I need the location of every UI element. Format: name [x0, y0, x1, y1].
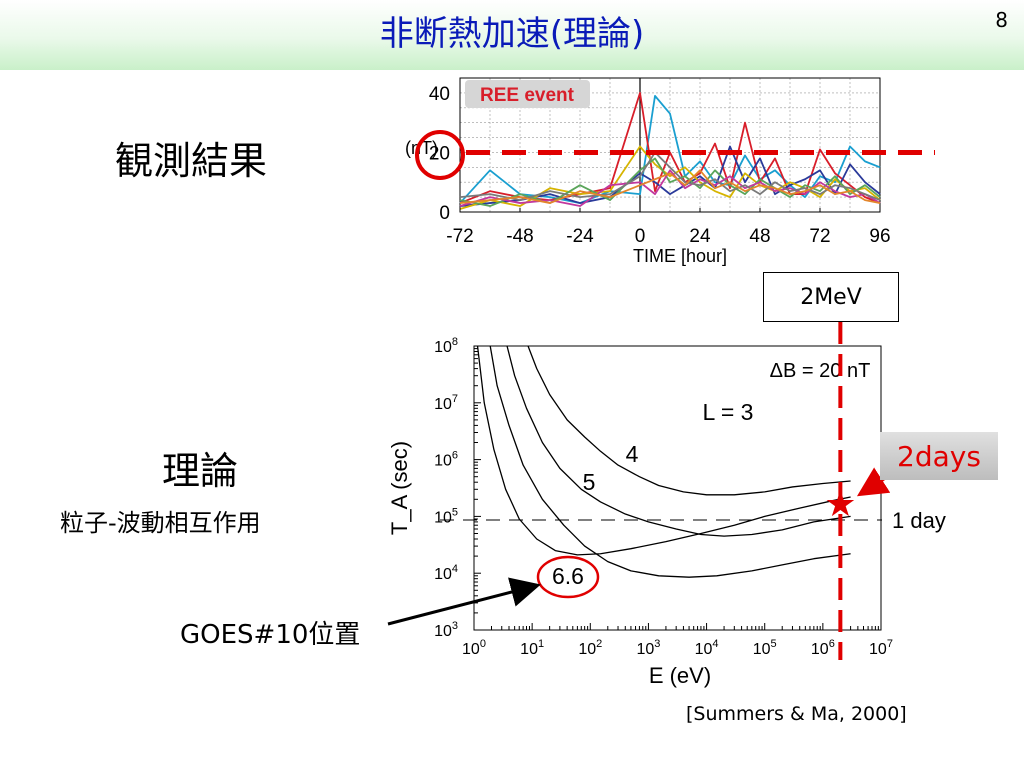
ree-event-badge [465, 80, 590, 108]
data-series-line [459, 169, 881, 204]
x-tick-label: -72 [446, 226, 473, 247]
acceleration-time-curve [506, 345, 851, 537]
x-tick-label: 103 [636, 638, 660, 658]
x-tick-label: 72 [809, 226, 830, 247]
x-tick-label: -48 [506, 226, 533, 247]
y-tick-label: 0 [439, 203, 450, 224]
data-series-line [459, 91, 881, 204]
x-tick-label: 48 [749, 226, 770, 247]
citation: [Summers & Ma, 2000] [686, 703, 907, 725]
x-tick-label: 106 [811, 638, 835, 658]
x-tick-label: 96 [869, 226, 890, 247]
theory-sublabel: 粒子-波動相互作用 [60, 509, 261, 537]
highlight-ellipse-6-6 [536, 555, 600, 599]
x-tick-label: 107 [869, 638, 893, 658]
goes-position-label: GOES#10位置 [180, 620, 361, 650]
ree-event-badge-text: REE event [480, 85, 575, 106]
header-band [0, 0, 1024, 70]
acceleration-time-curve [489, 345, 851, 578]
x-tick-label: 102 [578, 638, 602, 658]
x-tick-label: 0 [635, 226, 646, 247]
x-axis-label: TIME [hour] [633, 246, 727, 266]
y-tick-label: 20 [429, 143, 450, 164]
delta-b-annotation: ΔB = 20 nT [770, 360, 871, 382]
theory-chart: 100 101 102 103 104 105 106 107 103 104 105 106 107 1… [387, 336, 946, 688]
two-days-box: 2days [880, 432, 998, 480]
curve-label: 5 [583, 469, 596, 495]
observation-label: 観測結果 [115, 139, 268, 183]
x-tick-label: -24 [566, 226, 594, 247]
x-axis-label: E (eV) [649, 663, 711, 688]
theory-label: 理論 [162, 449, 239, 493]
y-tick-label: 108 [434, 336, 458, 356]
y-tick-label: 105 [434, 506, 458, 526]
annotation-overlay: ★ [387, 322, 891, 660]
curve-label: 4 [626, 441, 639, 467]
y-tick-label: 104 [434, 563, 458, 583]
two-days-marker-star: ★ [824, 484, 856, 525]
data-series-line [459, 169, 881, 207]
goes-position-arrow [387, 577, 541, 626]
observation-chart: -72 -48 -24 0 24 48 72 96 0 20 40 (nT) TIME [hour] RE… [405, 77, 935, 266]
highlight-circle-20nt [415, 130, 465, 180]
y-tick-label: 106 [434, 450, 458, 470]
page-number: 8 [995, 8, 1008, 32]
x-tick-label: 104 [695, 638, 719, 658]
slide-title: 非断熱加速(理論) [379, 14, 645, 54]
y-tick-label: 40 [429, 84, 450, 105]
x-tick-label: 24 [689, 226, 711, 247]
energy-2mev-box: 2MeV [763, 272, 899, 322]
y-axis-label: (nT) [405, 138, 438, 158]
x-tick-label: 105 [753, 638, 777, 658]
acceleration-time-curve [527, 345, 851, 496]
curve-label: L = 3 [703, 399, 754, 425]
y-axis-label: T_A (sec) [387, 441, 412, 535]
acceleration-time-curve [476, 345, 851, 556]
y-tick-label: 103 [434, 620, 458, 640]
x-tick-label: 100 [462, 638, 486, 658]
curve-label: 6.6 [552, 563, 584, 589]
y-tick-label: 107 [434, 393, 458, 413]
x-tick-label: 101 [520, 638, 544, 658]
one-day-label: 1 day [892, 508, 946, 533]
